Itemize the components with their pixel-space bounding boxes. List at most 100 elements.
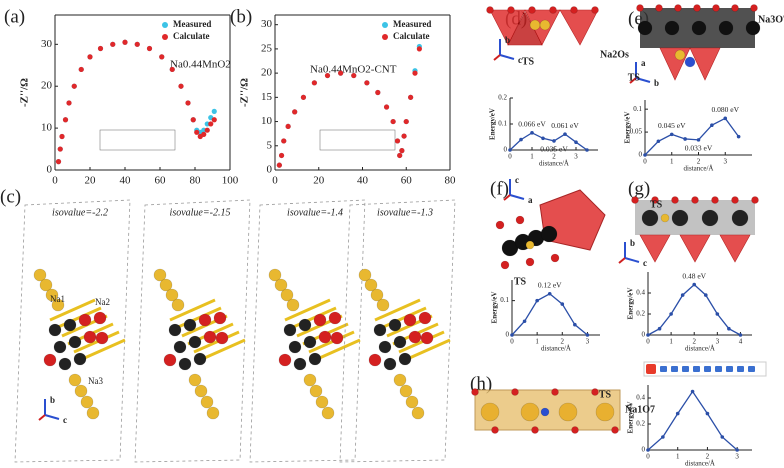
atom [68,335,82,349]
point [541,136,545,141]
atom [745,20,761,36]
toolbar-icon [682,366,689,372]
point [78,66,84,73]
atom [280,288,294,302]
point [657,326,662,331]
bond [73,330,120,354]
axis-arrow [624,257,640,263]
atom [408,330,422,344]
point [292,109,298,115]
axis-letter: b [50,395,55,405]
x-tick-label: 60 [401,175,413,187]
atom [684,56,696,68]
y-tick-label: 0 [506,331,510,339]
atom [393,373,407,387]
legend-marker [382,22,388,28]
point [643,153,647,157]
atom [213,311,227,325]
point [351,72,357,79]
point [416,46,422,52]
structure-label: Na3O7 [758,14,784,25]
point [390,118,396,125]
atom [570,6,578,14]
y-tick-label: 10 [261,115,273,127]
point [281,138,287,144]
atom [411,406,425,420]
y-tick-label: 30 [261,18,273,30]
polyhedron [639,234,671,263]
atom [376,298,390,312]
point [178,83,184,89]
point [690,389,695,394]
point [399,148,405,154]
atom [711,196,719,204]
point [710,123,714,128]
axis-letter: c [643,258,647,268]
atom [33,268,47,282]
atom [405,395,419,409]
bond [193,330,240,354]
polyhedron [679,234,711,263]
y-tick-label: 0.2 [636,420,645,428]
atom [51,298,65,312]
y-tick-label: 30 [41,38,53,50]
atom [194,384,208,398]
atom [511,388,519,396]
atom [163,353,177,367]
atom [303,373,317,387]
atom [691,196,699,204]
atom [198,313,212,327]
bond [199,338,246,362]
axis-letter: b [505,35,510,45]
bond [169,298,216,322]
axis-arrow [509,194,525,200]
energy-annotation: 0.066 eV [518,120,546,129]
point [146,45,153,52]
panel-label: (c) [0,186,21,207]
atom [193,352,207,366]
y-axis-label: Energy/eV [627,402,635,434]
isovalue-label: isovalue=-2.15 [170,207,231,218]
axis-arrow [618,257,626,264]
atom [525,240,535,250]
point [560,302,565,306]
point [71,83,77,89]
x-tick-label: 20 [85,175,97,187]
atom [558,402,578,422]
atom [80,395,94,409]
y-axis-label: Energy/eV [624,112,632,144]
atom [358,268,372,282]
point [159,54,165,60]
atom [520,402,540,422]
axis-letter: c [515,175,519,185]
atom [153,268,167,282]
energy-annotation: 0.48 eV [682,271,706,280]
bond [284,298,331,322]
atom [93,311,107,325]
atom [550,253,560,263]
x-axis-label: distance/Å [684,165,714,173]
atom [268,268,282,282]
atom [288,340,302,354]
axis-arrow [503,194,511,201]
atom [539,19,551,31]
atom [500,260,510,270]
point [185,100,191,106]
axis-arrow [493,54,501,61]
point [720,435,725,439]
point [723,116,728,121]
atom [671,209,689,227]
atom [549,6,557,14]
atom [591,388,599,396]
point [59,133,65,140]
y-tick-label: 0 [267,164,273,176]
point [190,117,196,123]
bond [314,338,361,362]
atom [399,384,413,398]
bond [175,306,222,330]
formula: Na0.44MnO2 [170,59,231,71]
x-tick-label: 2 [561,338,565,346]
legend-marker [162,22,168,28]
atom [318,330,332,344]
y-tick-label: 0.1 [500,296,509,304]
